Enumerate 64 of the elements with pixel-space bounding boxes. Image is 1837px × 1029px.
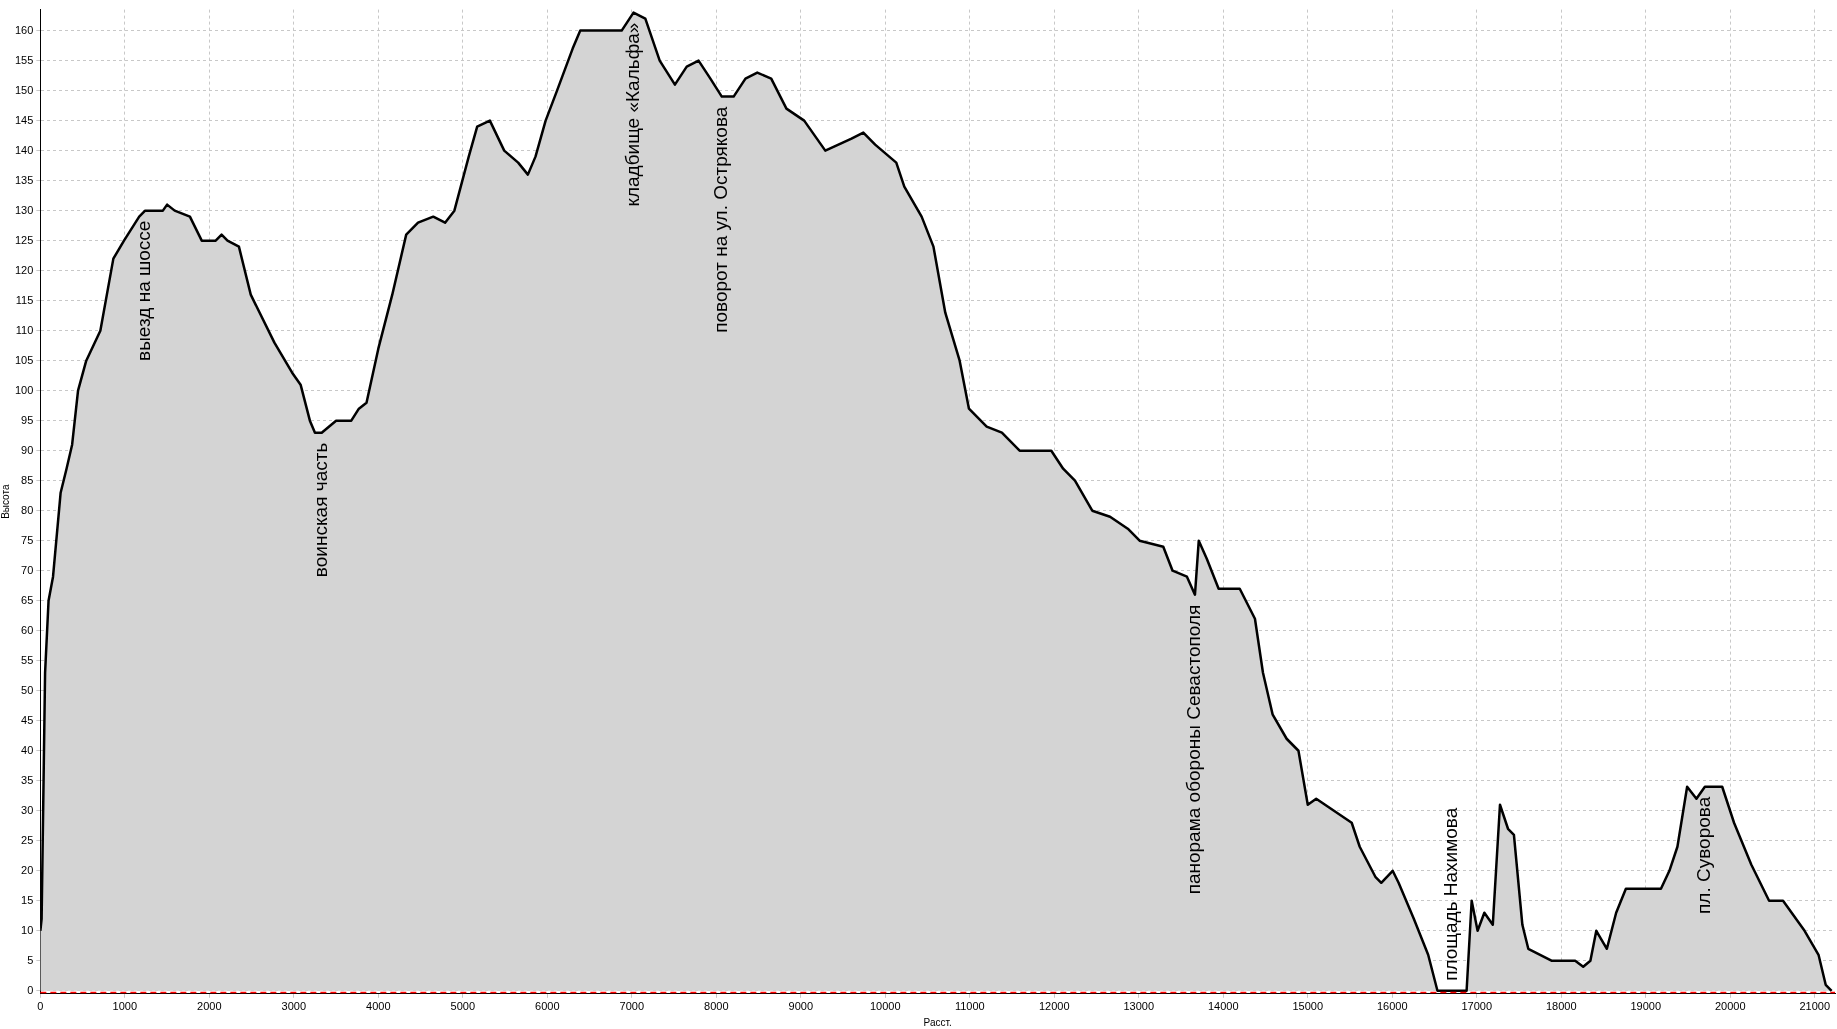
x-tick-label: 15000 bbox=[1292, 1000, 1324, 1013]
x-tick-label: 6000 bbox=[535, 1000, 560, 1013]
y-tick-label: 160 bbox=[14, 23, 34, 36]
y-tick-label: 110 bbox=[15, 323, 34, 336]
annotation: площадь Нахимова bbox=[1439, 807, 1461, 981]
y-tick-label: 120 bbox=[14, 263, 34, 276]
y-tick-label: 25 bbox=[21, 833, 34, 846]
x-tick-label: 19000 bbox=[1630, 1000, 1662, 1013]
x-tick-label: 17000 bbox=[1461, 1000, 1493, 1013]
y-tick-label: 60 bbox=[21, 623, 34, 636]
x-tick-label: 1000 bbox=[112, 1000, 138, 1013]
annotation: поворот на ул. Острякова bbox=[710, 106, 732, 333]
y-tick-label: 105 bbox=[14, 353, 34, 366]
x-tick-label: 5000 bbox=[450, 1000, 476, 1013]
x-tick-label: 18000 bbox=[1545, 1000, 1577, 1013]
y-tick-label: 95 bbox=[21, 413, 34, 426]
x-tick-label: 0 bbox=[37, 1000, 44, 1013]
x-axis-title: Расст. bbox=[923, 1016, 952, 1028]
y-tick-label: 155 bbox=[14, 53, 34, 66]
y-tick-label: 45 bbox=[21, 713, 34, 726]
x-tick-label: 14000 bbox=[1207, 1000, 1239, 1013]
x-tick-label: 7000 bbox=[619, 1000, 645, 1013]
y-tick-label: 140 bbox=[14, 143, 34, 156]
x-tick-label: 2000 bbox=[197, 1000, 222, 1013]
x-tick-label: 8000 bbox=[704, 1000, 729, 1013]
y-tick-label: 130 bbox=[14, 203, 34, 216]
x-tick-label: 3000 bbox=[281, 1000, 307, 1013]
x-tick-label: 13000 bbox=[1123, 1000, 1155, 1013]
y-tick-label: 5 bbox=[27, 953, 34, 966]
y-tick-label: 0 bbox=[27, 983, 34, 996]
y-tick-label: 10 bbox=[21, 923, 34, 936]
x-tick-label: 20000 bbox=[1714, 1000, 1746, 1013]
annotation: воинская часть bbox=[309, 442, 331, 578]
annotation: пл. Суворова bbox=[1693, 796, 1715, 914]
y-tick-label: 15 bbox=[21, 893, 34, 906]
y-tick-label: 145 bbox=[14, 113, 34, 126]
annotation: кладбище «Кальфа» bbox=[621, 22, 643, 207]
x-tick-label: 4000 bbox=[366, 1000, 391, 1013]
y-tick-label: 100 bbox=[14, 383, 34, 396]
y-tick-label: 135 bbox=[14, 173, 34, 186]
y-tick-label: 115 bbox=[15, 293, 34, 306]
annotation: панорама обороны Севастополя bbox=[1183, 604, 1205, 895]
y-axis-title: Высота bbox=[0, 484, 11, 519]
x-tick-label: 9000 bbox=[788, 1000, 814, 1013]
y-tick-label: 55 bbox=[21, 653, 34, 666]
y-tick-label: 70 bbox=[21, 563, 34, 576]
y-tick-label: 20 bbox=[21, 863, 34, 876]
y-tick-label: 65 bbox=[21, 593, 34, 606]
y-tick-label: 125 bbox=[14, 233, 34, 246]
x-tick-label: 12000 bbox=[1038, 1000, 1070, 1013]
y-tick-label: 85 bbox=[21, 473, 34, 486]
y-tick-label: 40 bbox=[21, 743, 34, 756]
y-tick-label: 50 bbox=[21, 683, 34, 696]
x-tick-label: 16000 bbox=[1376, 1000, 1408, 1013]
x-tick-label: 11000 bbox=[954, 1000, 985, 1013]
y-tick-label: 75 bbox=[21, 533, 34, 546]
x-tick-label: 10000 bbox=[869, 1000, 901, 1013]
annotation: выезд на шоссе bbox=[133, 220, 155, 361]
y-tick-label: 90 bbox=[21, 443, 34, 456]
y-tick-label: 150 bbox=[14, 83, 34, 96]
x-tick-label: 21000 bbox=[1799, 1000, 1831, 1013]
y-tick-label: 30 bbox=[21, 803, 34, 816]
y-tick-label: 35 bbox=[21, 773, 34, 786]
y-tick-label: 80 bbox=[21, 503, 34, 516]
